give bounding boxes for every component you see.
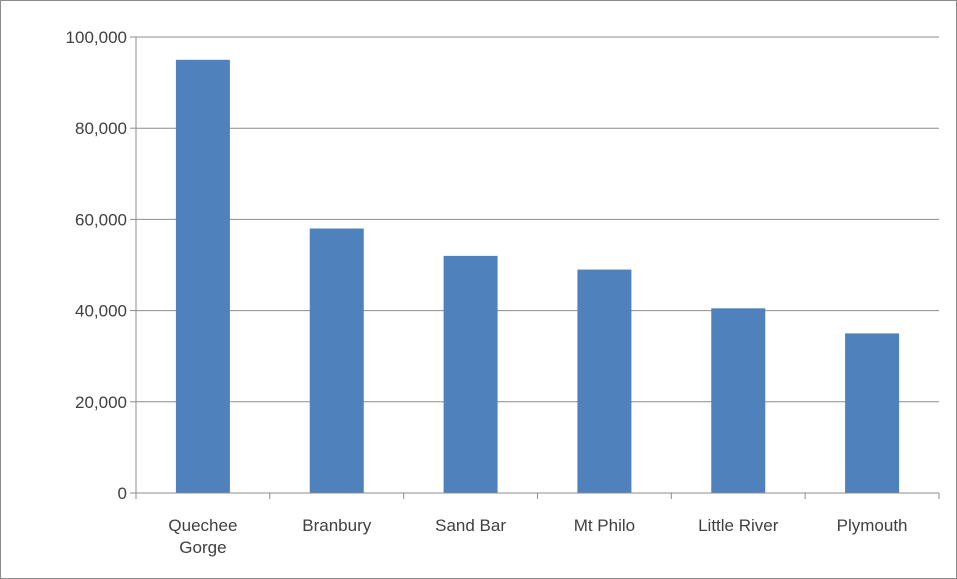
x-tick-label-5: Plymouth bbox=[837, 516, 908, 535]
x-tick-label-4: Little River bbox=[698, 516, 779, 535]
bar-4 bbox=[711, 308, 766, 493]
x-tick-label-1: Branbury bbox=[302, 516, 371, 535]
y-tick-label-4: 80,000 bbox=[75, 119, 127, 138]
y-tick-label-5: 100,000 bbox=[66, 28, 127, 47]
bar-3 bbox=[577, 269, 632, 493]
y-tick-label-0: 0 bbox=[118, 484, 127, 503]
y-tick-label-3: 60,000 bbox=[75, 210, 127, 229]
bar-5 bbox=[845, 333, 900, 493]
x-tick-label-2: Sand Bar bbox=[435, 516, 506, 535]
x-tick-label-0-line-0: Quechee bbox=[168, 516, 237, 535]
bar-1 bbox=[309, 228, 364, 493]
bar-2 bbox=[443, 255, 498, 493]
y-tick-label-2: 40,000 bbox=[75, 302, 127, 321]
bar-0 bbox=[175, 59, 230, 494]
x-tick-label-0-line-1: Gorge bbox=[179, 538, 226, 557]
y-tick-label-1: 20,000 bbox=[75, 393, 127, 412]
x-tick-label-3: Mt Philo bbox=[574, 516, 635, 535]
